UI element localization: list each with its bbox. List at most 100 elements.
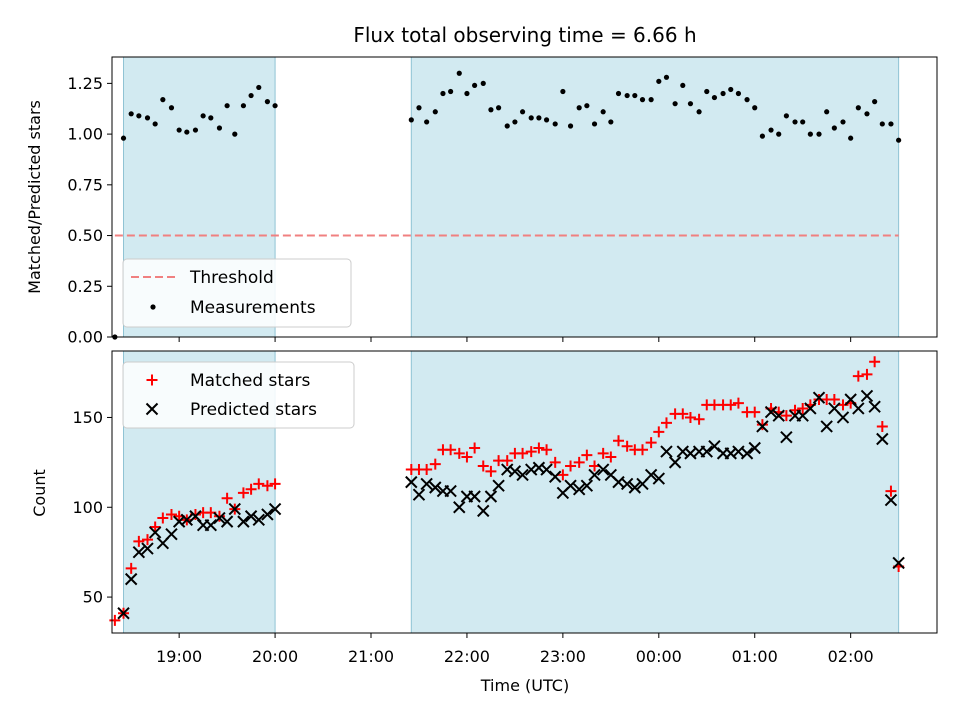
measurement-point bbox=[240, 103, 247, 109]
predicted-star-point bbox=[740, 447, 754, 460]
measurement-point bbox=[752, 105, 758, 111]
measurement-point bbox=[424, 119, 430, 125]
matched-star-point bbox=[565, 460, 577, 472]
measurement-point bbox=[264, 99, 271, 105]
predicted-star-point bbox=[501, 463, 514, 476]
matched-star-point bbox=[797, 402, 809, 414]
matched-star-point bbox=[125, 562, 137, 574]
measurement-point bbox=[136, 113, 142, 119]
predicted-star-point bbox=[484, 490, 498, 503]
measurement-point bbox=[440, 90, 446, 97]
predicted-star-point bbox=[700, 445, 713, 458]
top-ytick-label: 0.00 bbox=[67, 328, 103, 347]
matched-star-point bbox=[133, 535, 145, 547]
measurement-point bbox=[615, 90, 622, 97]
bottom-legend-box bbox=[122, 361, 355, 429]
measurement-point bbox=[807, 131, 813, 137]
predicted-star-point bbox=[237, 515, 250, 528]
measurement-point bbox=[720, 90, 726, 97]
measurement-point bbox=[272, 103, 278, 109]
predicted-star-point bbox=[412, 488, 426, 501]
bottom-axes-frame bbox=[111, 350, 938, 634]
measurement-point bbox=[567, 123, 574, 129]
measurement-point bbox=[480, 80, 486, 86]
predicted-star-point bbox=[525, 463, 538, 476]
matched-star-point bbox=[485, 465, 497, 477]
predicted-star-point bbox=[532, 461, 546, 474]
matched-star-point bbox=[605, 451, 617, 463]
predicted-star-point bbox=[596, 463, 610, 476]
predicted-star-point bbox=[676, 445, 689, 458]
measurement-point bbox=[584, 103, 590, 109]
matched-star-point bbox=[445, 444, 457, 456]
measurement-point bbox=[879, 121, 885, 127]
predicted-star-point bbox=[628, 481, 642, 494]
xtick-label: 01:00 bbox=[732, 647, 778, 666]
predicted-star-point bbox=[516, 468, 529, 482]
measurement-point bbox=[696, 109, 702, 115]
matched-star-point bbox=[684, 411, 696, 423]
predicted-star-point bbox=[261, 508, 274, 521]
measurement-point bbox=[591, 121, 598, 127]
matched-star-point bbox=[421, 464, 433, 476]
bottom-ytick-label: 100 bbox=[72, 498, 103, 517]
measurement-point bbox=[648, 97, 654, 103]
top-axes-frame bbox=[111, 56, 938, 338]
measurement-point bbox=[872, 99, 878, 105]
measurement-point bbox=[848, 135, 854, 141]
predicted-star-point bbox=[213, 511, 226, 525]
measurement-point bbox=[224, 103, 230, 109]
xtick-label: 20:00 bbox=[252, 647, 298, 666]
matched-star-point bbox=[165, 508, 177, 520]
predicted-star-point bbox=[860, 389, 874, 403]
matched-star-point bbox=[597, 447, 609, 459]
predicted-star-point bbox=[820, 420, 833, 433]
measurement-point bbox=[600, 109, 606, 115]
measurement-point bbox=[432, 109, 438, 115]
measurement-point bbox=[864, 111, 870, 117]
legend-threshold-label: Threshold bbox=[189, 268, 274, 288]
measurement-point bbox=[744, 97, 750, 103]
matched-star-point bbox=[253, 478, 265, 490]
measurement-point bbox=[232, 131, 238, 137]
top-ytick-label: 1.00 bbox=[67, 125, 103, 144]
matched-star-point bbox=[885, 485, 897, 497]
matched-star-point bbox=[237, 487, 249, 499]
predicted-star-point bbox=[165, 528, 178, 541]
matched-star-point bbox=[732, 397, 744, 409]
measurement-point bbox=[504, 123, 510, 129]
predicted-star-point bbox=[548, 470, 562, 483]
legend-measurements-label: Measurements bbox=[190, 298, 316, 318]
top-panel: 0.00 0.25 0.50 0.75 1.00 1.25 Threshold Measure… bbox=[67, 56, 938, 347]
measurement-point bbox=[711, 94, 718, 101]
measurement-point bbox=[687, 101, 694, 107]
predicted-star-point bbox=[453, 501, 466, 514]
predicted-star-point bbox=[405, 475, 418, 489]
measurement-point bbox=[632, 92, 638, 99]
bottom-panel: 50 100 150 19:00 20:00 21:00 22:00 23:00 00:00 01… bbox=[72, 350, 938, 666]
measurement-point bbox=[448, 88, 454, 95]
top-ylabel: Matched/Predicted stars bbox=[25, 100, 44, 294]
matched-star-point bbox=[636, 444, 648, 456]
measurement-point bbox=[168, 105, 175, 111]
matched-star-point bbox=[149, 521, 161, 533]
measurement-point bbox=[208, 115, 214, 121]
predicted-star-point bbox=[268, 502, 282, 516]
measurement-point bbox=[704, 88, 710, 95]
predicted-star-point bbox=[748, 441, 761, 455]
matched-star-point bbox=[517, 447, 529, 459]
matched-star-point bbox=[621, 440, 633, 452]
matched-star-point bbox=[756, 419, 768, 431]
measurement-point bbox=[680, 82, 686, 89]
measurement-point bbox=[416, 105, 422, 111]
predicted-star-point bbox=[812, 391, 826, 404]
predicted-star-point bbox=[228, 502, 241, 516]
measurement-point bbox=[216, 125, 223, 131]
predicted-star-point bbox=[588, 468, 601, 482]
top-legend-box bbox=[122, 258, 352, 328]
measurement-point bbox=[639, 97, 646, 103]
measurement-point bbox=[728, 86, 734, 93]
predicted-star-point bbox=[141, 542, 154, 555]
predicted-star-point bbox=[764, 405, 778, 419]
chart-title: Flux total observing time = 6.66 h bbox=[353, 23, 696, 47]
